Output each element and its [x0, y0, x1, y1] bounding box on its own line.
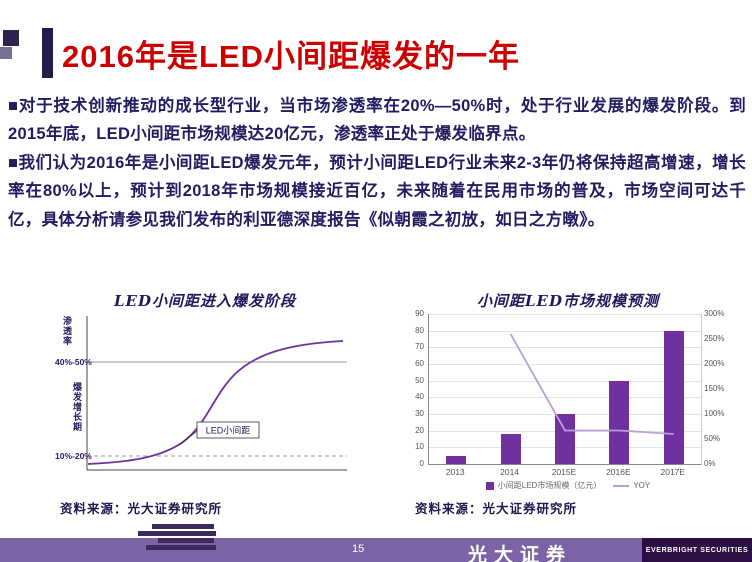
right-axis-tick: 150%: [704, 384, 725, 393]
body-text: ■对于技术创新推动的成长型行业，当市场渗透率在20%—50%时，处于行业发展的爆…: [8, 92, 746, 234]
paragraph-1: ■对于技术创新推动的成长型行业，当市场渗透率在20%—50%时，处于行业发展的爆…: [8, 97, 746, 144]
yoy-series-label: YOY: [633, 481, 651, 490]
left-axis-tick: 90: [415, 309, 424, 318]
lower-band-label: 10%-20%: [55, 451, 92, 461]
paragraph-2: ■我们认为2016年是小间距LED爆发元年，预计小间距LED行业未来2-3年仍将…: [8, 153, 746, 229]
scurve-plot: LED小间距: [86, 316, 347, 471]
bar-chart-area: 0 10 20 30 40 50 60 70 80 90 0% 50% 100% 150% 200% 250%…: [392, 309, 744, 490]
upper-band-label: 40%-50%: [55, 357, 92, 367]
x-axis-label: 2017E: [660, 467, 686, 477]
left-axis-tick: 10: [415, 442, 424, 452]
corner-square-decoration-small: [0, 47, 12, 59]
left-axis-tick: 70: [415, 342, 424, 352]
right-axis-tick: 200%: [704, 359, 725, 368]
left-axis-tick: 0: [419, 459, 424, 468]
growth-stage-label: 爆发增长期: [72, 382, 82, 432]
penetration-scurve-chart: LED小间距进入爆发阶段 LED小间距 渗透率 40%-50% 爆发增长期 10…: [55, 290, 355, 522]
yoy-line: [509, 333, 674, 435]
right-chart-title: 小间距LED市场规模预测: [477, 292, 659, 310]
footer-stripe-decoration: [152, 524, 214, 529]
right-axis-tick: 100%: [704, 409, 725, 418]
right-axis-tick: 50%: [704, 434, 721, 443]
right-axis-tick: 0%: [704, 459, 716, 468]
yoy-line-layer: [509, 333, 674, 435]
chart-legend: 小间距LED市场规模（亿元） YOY: [392, 480, 744, 491]
left-axis-tick: 40: [415, 392, 424, 402]
brand-logo-english: EVERBRIGHT SECURITIES: [645, 546, 749, 554]
title-accent-bar: [42, 28, 53, 78]
gridline: [429, 364, 701, 365]
x-axis-label: 2014: [500, 467, 520, 477]
callout-label: LED小间距: [206, 425, 251, 436]
right-chart-source: 资料来源：光大证券研究所: [415, 501, 578, 516]
page-title: 2016年是LED小间距爆发的一年: [62, 39, 520, 74]
right-axis-tick: 300%: [704, 309, 725, 318]
y-axis-label: 渗透率: [62, 316, 72, 346]
corner-square-decoration: [3, 30, 19, 46]
left-axis-tick: 60: [415, 359, 424, 368]
bar-series-label: 小间距LED市场规模（亿元）: [497, 481, 602, 490]
gridline: [429, 397, 701, 399]
footer-stripe-decoration: [158, 538, 214, 543]
bar-2017E: [663, 330, 684, 464]
left-chart-title: LED小间距进入爆发阶段: [114, 292, 296, 310]
gridline: [429, 347, 701, 349]
penetration-curve: [87, 340, 344, 465]
bar-2015E: [555, 414, 575, 464]
left-axis-tick: 50: [415, 375, 424, 385]
brand-logo-chinese: 光大证券: [468, 544, 573, 562]
x-axis-label: 2013: [445, 467, 465, 477]
left-axis-tick: 20: [415, 425, 424, 435]
callout-box: [196, 421, 260, 439]
page-number: 15: [352, 543, 365, 555]
left-chart-source: 资料来源：光大证券研究所: [60, 501, 223, 516]
bar-chart-plot: [428, 314, 702, 465]
gridline: [429, 380, 701, 382]
callout-leader-line: [178, 430, 198, 446]
right-axis-tick: 250%: [704, 334, 725, 343]
left-axis-tick: 30: [415, 409, 424, 418]
market-forecast-chart: 小间距LED市场规模预测 0 10 20 30 40 50 60 70 80 90 0% 50% 100…: [392, 290, 744, 522]
footer-dark-block: EVERBRIGHT SECURITIES: [642, 538, 752, 562]
footer-stripe-decoration: [138, 531, 216, 536]
yoy-series-marker: [613, 484, 630, 487]
x-axis-label: 2015E: [551, 467, 577, 477]
gridline: [429, 330, 701, 332]
footer-stripe-decoration: [146, 545, 216, 550]
footer-band: [0, 538, 752, 562]
left-axis-tick: 80: [415, 325, 424, 335]
bar-2013: [446, 455, 467, 464]
gridline: [429, 314, 701, 315]
bar-2014: [500, 434, 521, 464]
x-axis-label: 2016E: [606, 467, 631, 477]
legend-item-yoy: YOY: [613, 481, 650, 490]
bar-2016E: [609, 380, 630, 464]
bar-series-marker: [485, 481, 494, 490]
legend-item-bars: 小间距LED市场规模（亿元）: [485, 480, 602, 491]
